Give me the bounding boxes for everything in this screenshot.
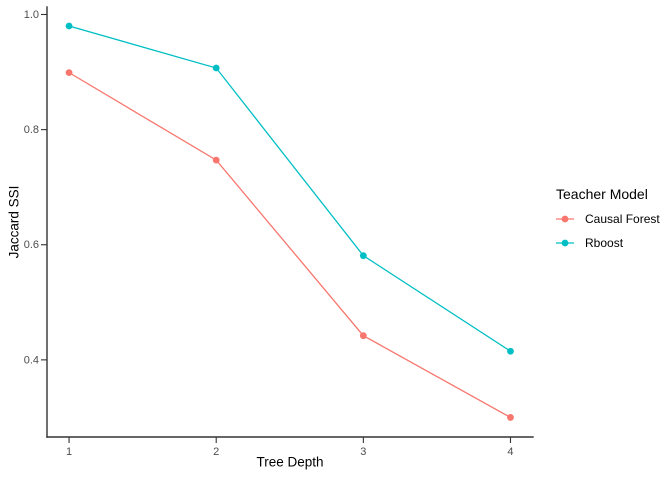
svg-text:1: 1 — [66, 446, 72, 458]
x-axis-title: Tree Depth — [256, 454, 324, 470]
svg-text:0.4: 0.4 — [24, 354, 39, 366]
svg-text:1.0: 1.0 — [24, 9, 39, 21]
svg-text:4: 4 — [507, 446, 513, 458]
legend-key-line-dot-icon — [556, 239, 574, 247]
legend: Teacher Model Causal Forest Rboost — [556, 186, 660, 258]
svg-text:0.6: 0.6 — [24, 239, 39, 251]
legend-item-causal-forest: Causal Forest — [556, 210, 660, 228]
y-axis-title: Jaccard SSI — [6, 185, 22, 259]
legend-label-causal-forest: Causal Forest — [585, 212, 660, 226]
legend-key-line-dot-icon — [556, 215, 574, 223]
legend-title: Teacher Model — [556, 186, 648, 202]
legend-item-rboost: Rboost — [556, 234, 660, 252]
legend-label-rboost: Rboost — [585, 236, 624, 250]
svg-text:2: 2 — [213, 446, 219, 458]
svg-text:3: 3 — [360, 446, 366, 458]
svg-text:0.8: 0.8 — [24, 124, 39, 136]
